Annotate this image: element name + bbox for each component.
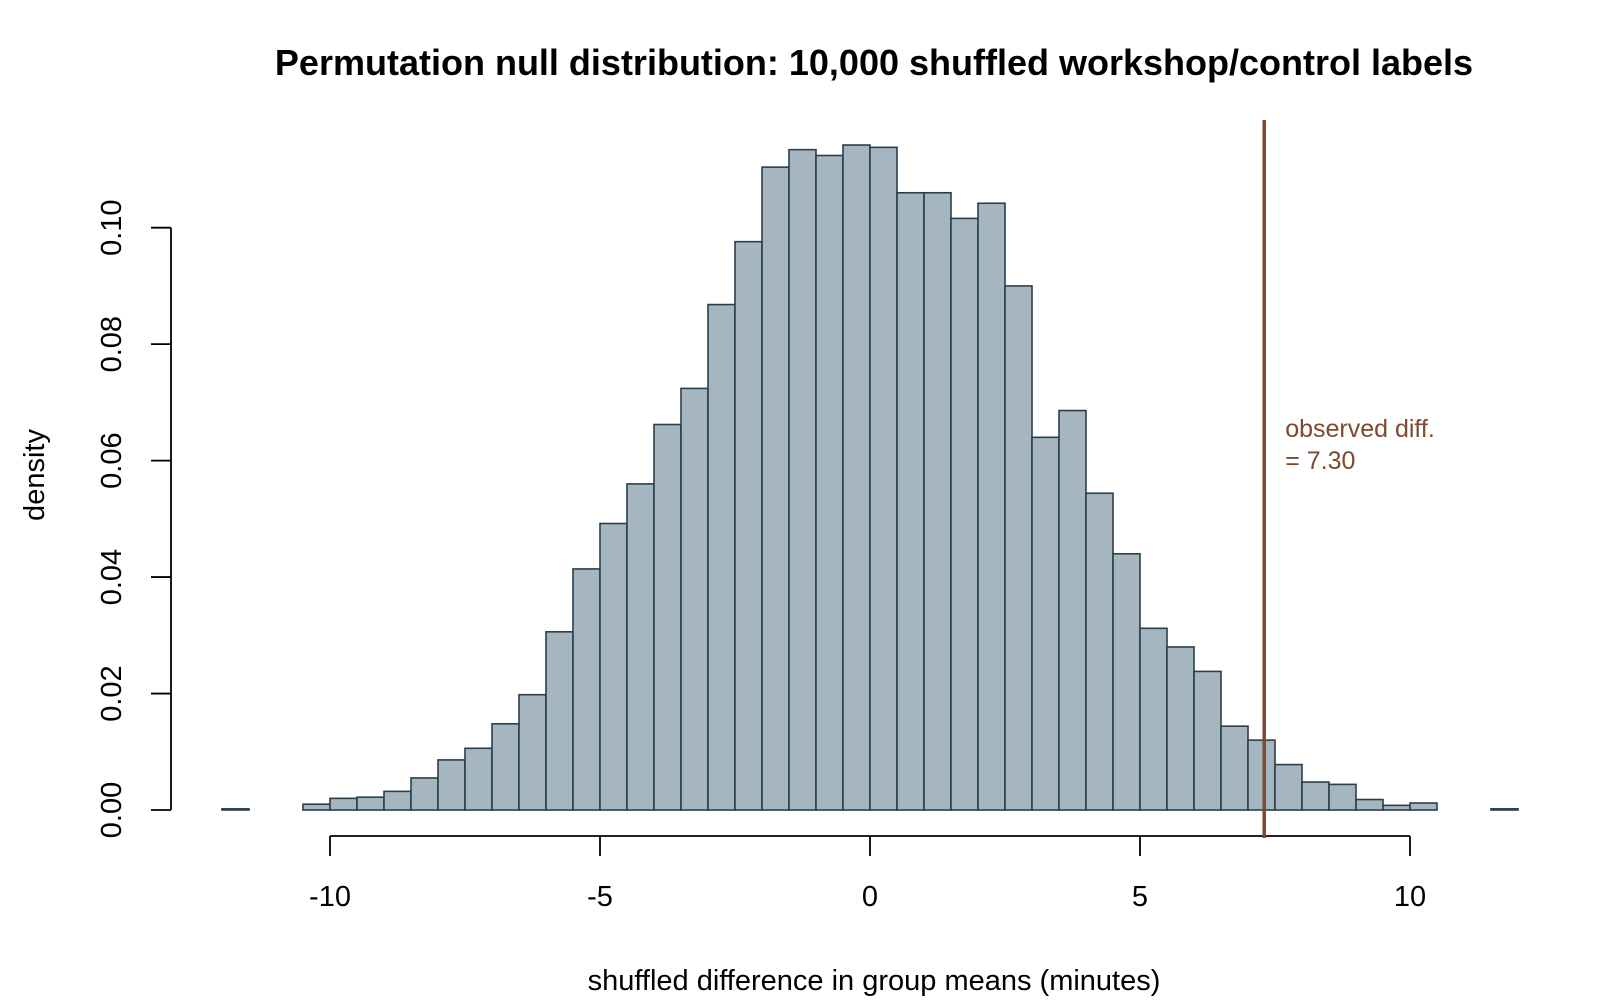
histogram-bar <box>1301 781 1330 811</box>
histogram-bar <box>1139 627 1168 811</box>
histogram-bar <box>383 790 412 811</box>
histogram-bar <box>302 803 331 811</box>
histogram-bar <box>1166 646 1195 811</box>
histogram-bar <box>707 303 736 811</box>
histogram-bar <box>599 522 628 811</box>
x-tick-label: 0 <box>862 881 878 913</box>
histogram-bar <box>761 166 790 811</box>
histogram-bar <box>977 202 1006 811</box>
chart-title: Permutation null distribution: 10,000 sh… <box>275 42 1473 83</box>
histogram-bar <box>923 191 952 811</box>
histogram-bar <box>896 191 925 811</box>
histogram-bar <box>329 797 358 811</box>
y-tick-label: 0.08 <box>96 316 128 372</box>
histogram-bar <box>1328 783 1357 811</box>
y-axis: 0.00 0.02 0.04 0.06 0.08 0.10 <box>96 199 172 838</box>
histogram-bar <box>1220 725 1249 811</box>
histogram-bar <box>653 423 682 811</box>
histogram-bar <box>491 723 520 811</box>
histogram-bar <box>572 568 601 811</box>
histogram-bar <box>1490 808 1519 811</box>
y-axis-label: density <box>19 429 51 521</box>
histogram-bar <box>815 154 844 811</box>
histogram-bar <box>1355 798 1384 811</box>
histogram-bar <box>1247 739 1276 811</box>
histogram-bar <box>680 387 709 811</box>
histogram-bar <box>869 146 898 811</box>
histogram-bar <box>950 217 979 811</box>
histogram-bar <box>518 693 547 811</box>
histogram-bar <box>1382 804 1411 811</box>
histogram-bar <box>842 144 871 811</box>
histogram-bar <box>1409 802 1438 811</box>
x-axis: -10 -5 0 5 10 <box>309 835 1426 913</box>
x-tick-label: -10 <box>309 881 351 913</box>
histogram-bar <box>1031 436 1060 811</box>
histogram-bar <box>1193 670 1222 811</box>
observed-diff-label: observed diff. <box>1285 415 1435 443</box>
x-tick-label: -5 <box>587 881 613 913</box>
observed-diff-value-label: = 7.30 <box>1285 447 1355 475</box>
histogram-bar <box>788 148 817 811</box>
histogram-bar <box>437 759 466 811</box>
x-axis-label: shuffled difference in group means (minu… <box>588 965 1161 997</box>
y-tick-label: 0.02 <box>96 665 128 721</box>
histogram-bar <box>1274 763 1303 811</box>
y-tick-label: 0.04 <box>96 549 128 605</box>
histogram-bar <box>626 483 655 811</box>
x-tick-label: 10 <box>1394 881 1426 913</box>
histogram-bar <box>1085 492 1114 811</box>
histogram-bar <box>410 777 439 811</box>
histogram-bar <box>734 240 763 811</box>
histogram-bar <box>545 631 574 811</box>
histogram-bar <box>221 808 250 811</box>
y-tick-label: 0.00 <box>96 782 128 838</box>
histogram-bar <box>1058 409 1087 811</box>
histogram-bar <box>356 796 385 811</box>
x-tick-label: 5 <box>1132 881 1148 913</box>
histogram-bar <box>1112 552 1141 811</box>
histogram-bar <box>1004 285 1033 811</box>
y-tick-label: 0.06 <box>96 432 128 488</box>
y-tick-label: 0.10 <box>96 199 128 255</box>
histogram-bar <box>464 747 493 811</box>
histogram-bars <box>221 144 1519 811</box>
